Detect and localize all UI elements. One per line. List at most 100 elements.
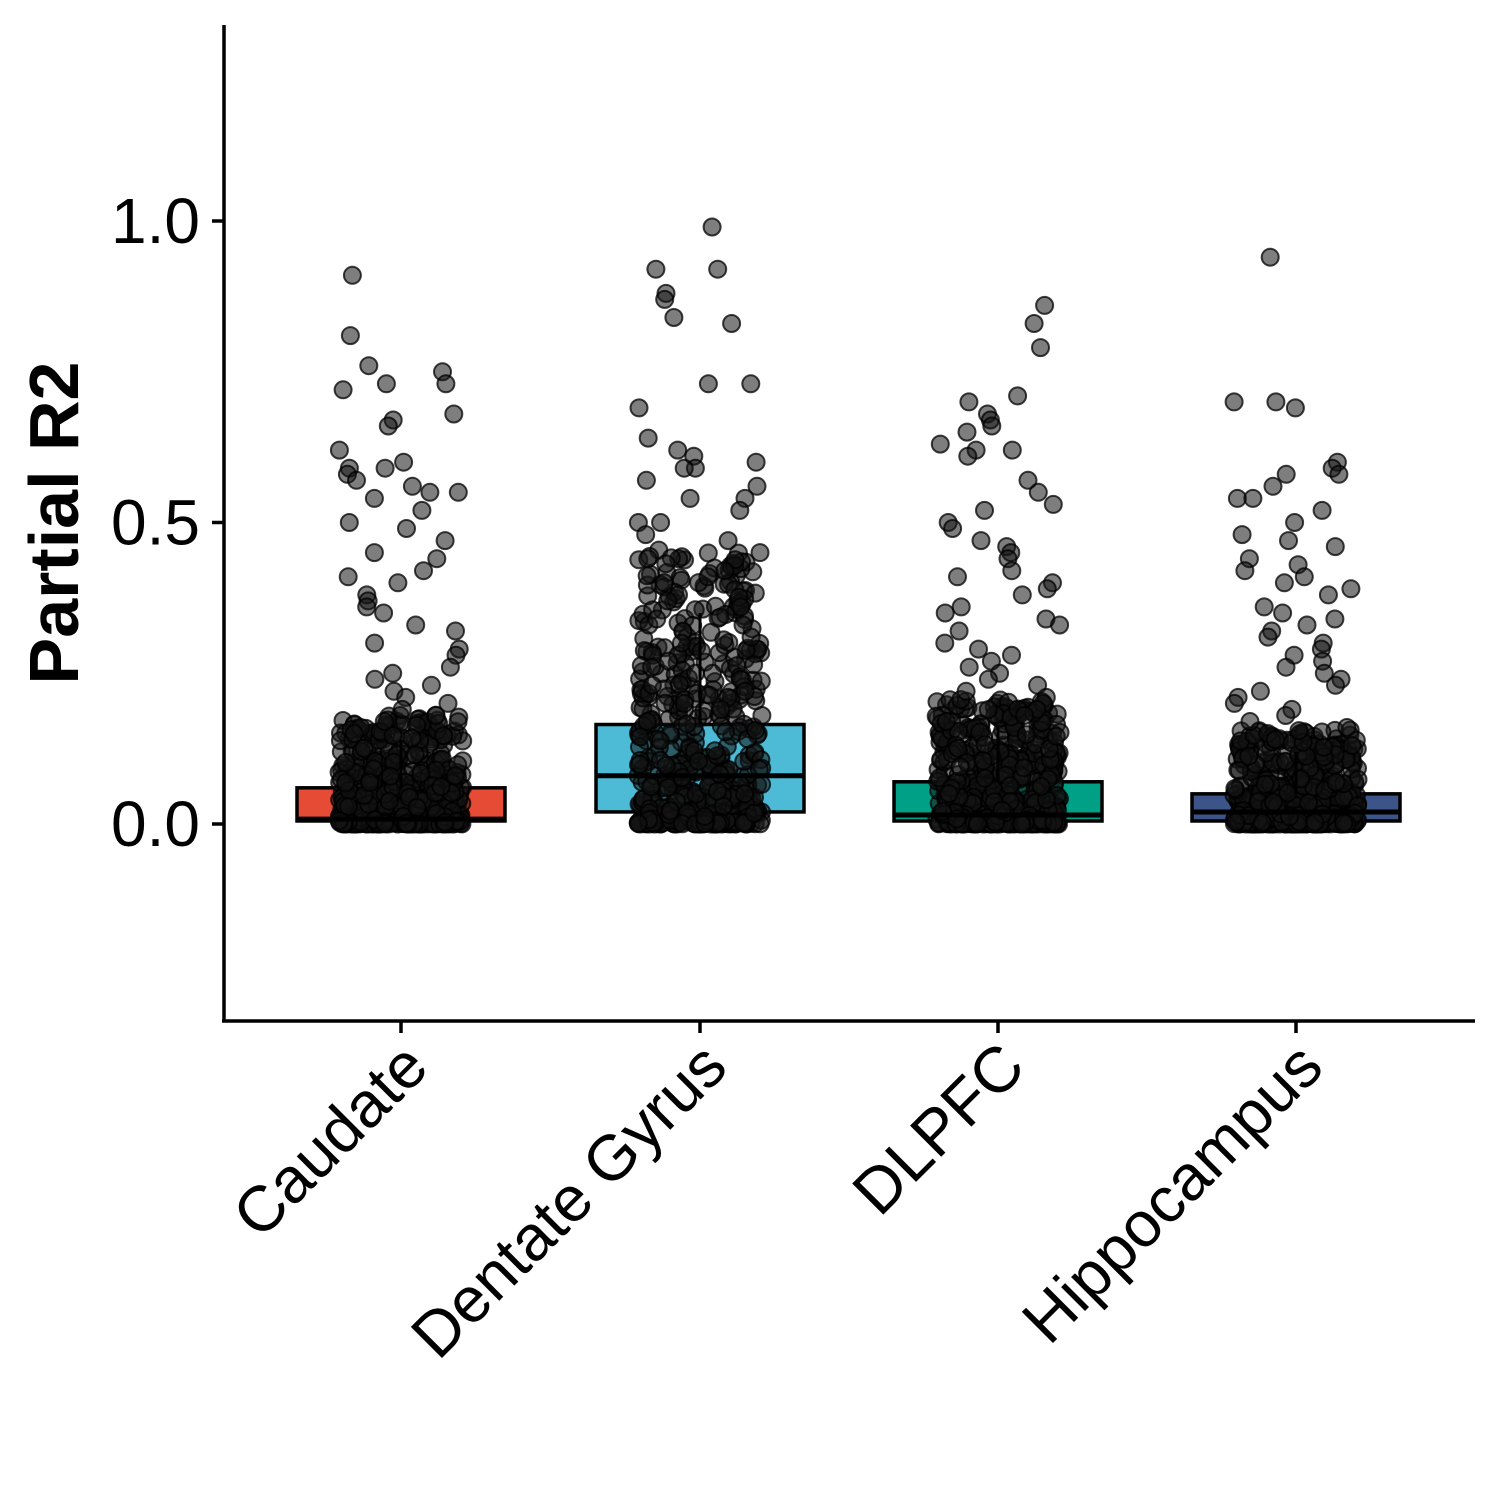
data-point <box>637 566 657 586</box>
outlier-point <box>711 699 731 719</box>
outlier-point <box>374 712 394 731</box>
data-point <box>655 693 675 713</box>
outlier-point <box>930 434 950 454</box>
data-point <box>1031 777 1051 796</box>
outlier-point <box>1285 513 1305 532</box>
y-axis-title: Partial R2 <box>15 362 93 685</box>
outlier-point <box>698 374 718 394</box>
outlier-point <box>655 289 675 309</box>
outlier-point <box>426 706 446 725</box>
outlier-point <box>1002 645 1021 665</box>
outlier-point <box>1224 392 1244 412</box>
data-point <box>939 784 959 804</box>
outlier-point <box>412 500 432 520</box>
data-point <box>950 757 970 777</box>
outlier-point <box>638 428 658 448</box>
boxes-layer <box>297 612 1400 822</box>
data-point <box>435 812 455 832</box>
outlier-point <box>935 603 955 623</box>
data-point <box>336 752 356 772</box>
outlier-point <box>1037 579 1057 599</box>
outlier-point <box>642 675 662 695</box>
outlier-point <box>435 531 455 551</box>
outlier-point <box>1243 488 1263 508</box>
outlier-point <box>654 573 674 593</box>
outlier-point <box>659 651 678 671</box>
outlier-point <box>651 513 671 532</box>
data-point <box>1299 793 1318 813</box>
outlier-point <box>747 476 767 496</box>
outlier-point <box>1294 567 1314 587</box>
outlier-point <box>1024 314 1044 333</box>
outlier-point <box>394 452 414 472</box>
data-point <box>354 738 374 758</box>
outlier-point <box>1314 663 1334 683</box>
data-point <box>735 784 754 804</box>
outlier-point <box>344 724 364 743</box>
data-point <box>380 766 400 786</box>
data-point <box>975 768 995 788</box>
data-point <box>336 773 356 793</box>
data-point <box>1289 721 1309 741</box>
data-point <box>1312 722 1332 742</box>
data-point <box>751 671 771 691</box>
outlier-point <box>982 416 1002 436</box>
outlier-point <box>1276 464 1296 484</box>
outlier-point <box>741 627 761 647</box>
outlier-point <box>698 567 718 587</box>
x-tick-label: DLPFC <box>839 1029 1038 1228</box>
outlier-point <box>1015 706 1034 725</box>
outlier-point <box>646 259 666 279</box>
data-point <box>448 712 468 732</box>
outlier-point <box>752 706 772 725</box>
data-point <box>700 685 719 705</box>
data-point <box>948 738 968 758</box>
outlier-point <box>949 621 969 641</box>
data-point <box>1012 814 1032 834</box>
y-tick-label: 1.0 <box>111 185 200 257</box>
outlier-point <box>402 476 422 496</box>
data-point <box>710 607 730 627</box>
outlier-point <box>1285 398 1305 418</box>
outlier-point <box>680 488 700 508</box>
outlier-point <box>959 657 979 677</box>
outlier-point <box>440 657 460 677</box>
outlier-point <box>943 519 963 538</box>
data-point <box>1016 725 1036 745</box>
outlier-point <box>936 712 956 731</box>
data-point <box>1314 737 1334 757</box>
outlier-point <box>1274 573 1294 593</box>
data-point <box>975 735 995 754</box>
outlier-point <box>375 458 395 478</box>
outlier-point <box>1297 615 1317 635</box>
outlier-point <box>1276 657 1296 677</box>
outlier-point <box>1232 525 1252 545</box>
outlier-point <box>935 633 955 653</box>
outlier-point <box>959 392 979 412</box>
outlier-point <box>1325 537 1345 557</box>
data-point <box>1252 812 1272 832</box>
data-point <box>1229 761 1249 780</box>
data-point <box>407 798 427 817</box>
data-point <box>929 768 949 788</box>
outlier-point <box>664 308 684 327</box>
data-point <box>1239 746 1259 766</box>
data-point <box>1226 812 1246 832</box>
outlier-point <box>392 699 412 719</box>
outlier-point <box>378 416 398 436</box>
outlier-point <box>364 543 384 563</box>
outlier-point <box>746 452 766 472</box>
outlier-point <box>329 440 349 460</box>
outlier-point <box>340 326 360 346</box>
outlier-point <box>365 669 385 689</box>
outlier-point <box>1276 706 1296 725</box>
outlier-point <box>338 567 358 587</box>
outlier-point <box>1337 718 1357 737</box>
outlier-point <box>1329 464 1349 484</box>
outlier-point <box>364 488 384 508</box>
outlier-point <box>1341 579 1361 599</box>
data-point <box>705 741 725 761</box>
outlier-point <box>1224 693 1244 713</box>
